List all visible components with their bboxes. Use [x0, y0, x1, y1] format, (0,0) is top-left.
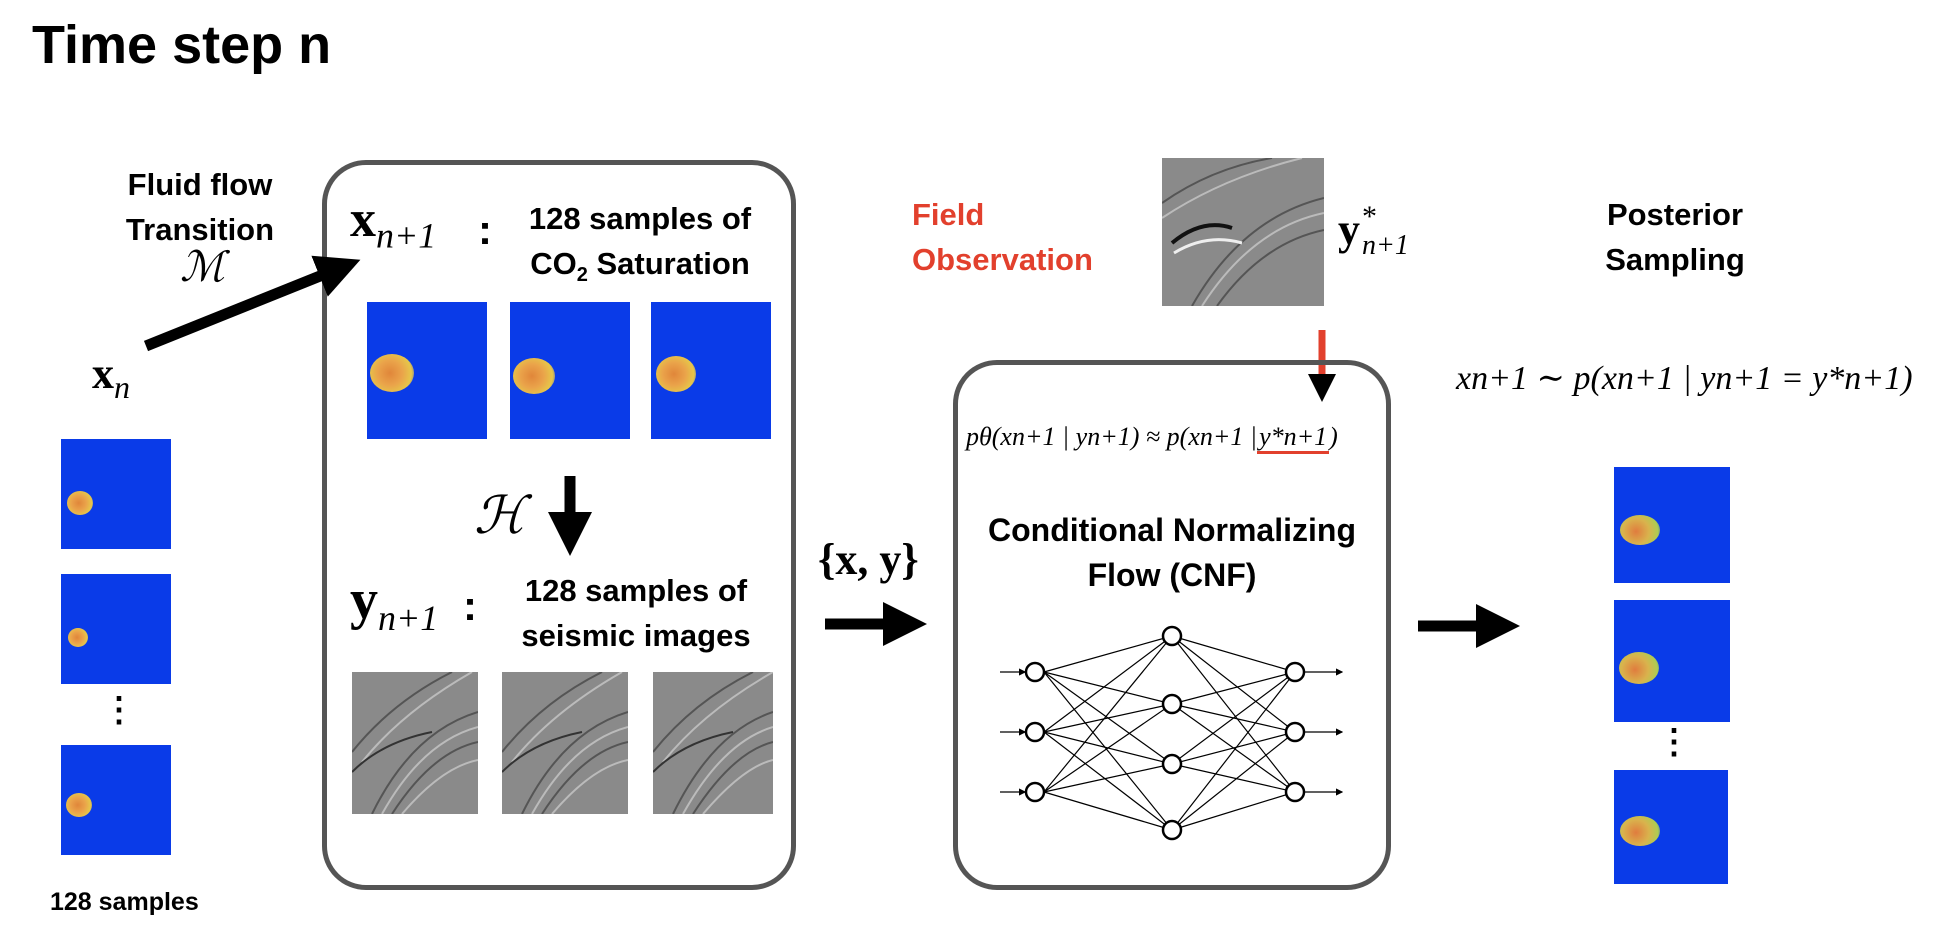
posterior-sample-2 [1614, 600, 1730, 722]
y-star-label: y * n+1 [1338, 200, 1409, 261]
cnf-title-line1: Conditional Normalizing [988, 512, 1356, 548]
y-next-label: yn+1 [350, 569, 439, 639]
prior-sample-1 [61, 439, 171, 549]
transition-label: Fluid flow Transition [100, 162, 300, 252]
page-title: Time step n [32, 15, 332, 75]
seismic-sample-1 [352, 672, 478, 814]
field-observation-line2: Observation [912, 242, 1093, 277]
samples-label: 128 samples [50, 888, 199, 916]
co2-sample-1 [367, 302, 487, 439]
forward-model-box [322, 160, 796, 890]
y-colon: : [463, 582, 477, 629]
cnf-title: Conditional Normalizing Flow (CNF) [958, 508, 1386, 598]
field-seismic-image [1162, 158, 1324, 306]
field-observation-label: Field Observation [912, 192, 1093, 282]
cnf-equation: pθ(xn+1 | yn+1) ≈ p(xn+1 |y*n+1) [966, 422, 1338, 454]
co2-sample-3 [651, 302, 771, 439]
operator-m: ℳ [180, 245, 225, 291]
neural-network-diagram [1000, 625, 1344, 841]
transition-label-line2: Transition [125, 212, 275, 247]
prior-sample-2 [61, 574, 171, 684]
x-n-label: xn [92, 349, 130, 405]
cnf-box [953, 360, 1391, 890]
co2-sample-2 [510, 302, 630, 439]
prior-sample-3 [61, 745, 171, 855]
operator-h: ℋ [474, 488, 526, 545]
seismic-sample-2 [502, 672, 628, 814]
x-description-line2: CO2 Saturation [530, 246, 750, 287]
seismic-sample-3 [653, 672, 773, 814]
y-description-line1: 128 samples of [524, 573, 748, 608]
cnf-equation-highlight: y*n+1 [1257, 422, 1330, 454]
posterior-label: Posterior Sampling [1560, 192, 1790, 282]
posterior-sample-1 [1614, 467, 1730, 583]
y-description: 128 samples of seismic images [495, 568, 777, 658]
x-next-label: xn+1 [350, 191, 437, 256]
cnf-title-line2: Flow (CNF) [1087, 557, 1257, 593]
posterior-sample-3 [1614, 770, 1728, 884]
transition-arrow [143, 255, 361, 352]
x-description: 128 samples of CO2 Saturation [505, 196, 775, 298]
pair-label: {x, y} [818, 535, 919, 584]
field-observation-line1: Field [912, 197, 985, 232]
y-description-line2: seismic images [521, 618, 751, 653]
prior-dots: ⋮ [102, 691, 136, 729]
posterior-dots: ⋮ [1657, 723, 1691, 761]
posterior-equation: xn+1 ∼ p(xn+1 | yn+1 = y*n+1) [1456, 360, 1913, 397]
posterior-label-line2: Sampling [1605, 242, 1745, 277]
x-colon: : [478, 206, 492, 253]
x-description-line1: 128 samples of [528, 201, 752, 236]
transition-label-line1: Fluid flow [127, 167, 273, 202]
posterior-label-line1: Posterior [1606, 197, 1744, 232]
